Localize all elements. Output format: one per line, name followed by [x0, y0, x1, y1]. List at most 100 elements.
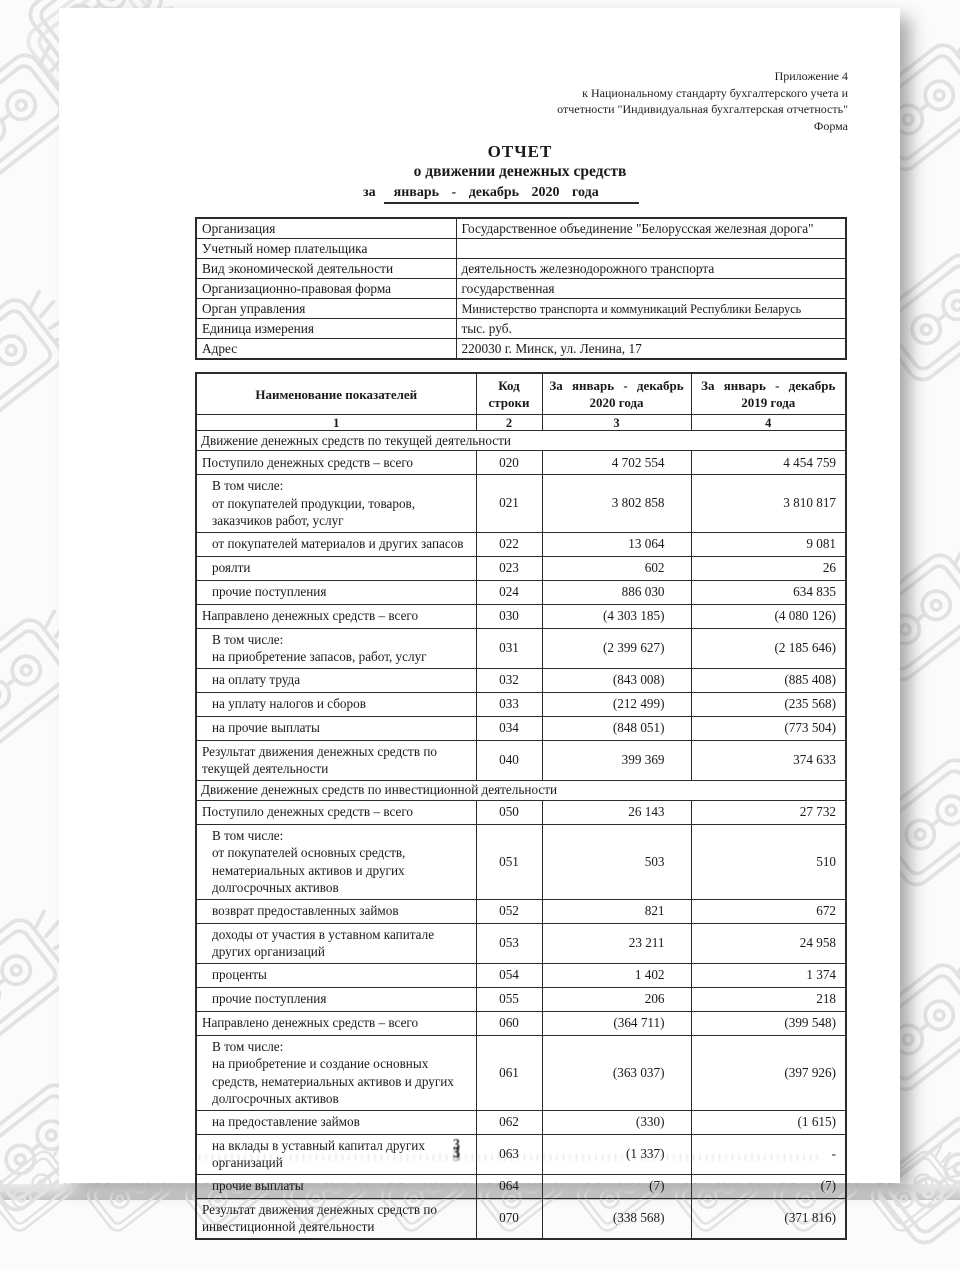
row-value-2019: 9 081 — [690, 531, 847, 557]
row-name: доходы от участия в уставном капитале дру… — [195, 922, 477, 964]
row-name: роялти — [195, 555, 477, 581]
row-value-2020: (330) — [541, 1109, 692, 1135]
row-name-line: на приобретение и создание основных — [212, 1056, 429, 1071]
table-row: прочие поступления 024 886 030 634 835 — [195, 579, 847, 605]
org-info-row: Единица измерения тыс. руб. — [195, 318, 847, 339]
table-row: Результат движения денежных средств по ин… — [195, 1197, 847, 1239]
row-value-2019: 218 — [690, 986, 847, 1012]
org-info-row: Адрес 220030 г. Минск, ул. Ленина, 17 — [195, 338, 847, 360]
table-row: доходы от участия в уставном капитале дру… — [195, 922, 847, 964]
row-code: 051 — [475, 823, 543, 900]
table-row: Результат движения денежных средств по те… — [195, 739, 847, 781]
col-header-2020: За январь - декабрь 2020 года — [541, 372, 692, 415]
row-value-2020: 26 143 — [541, 799, 692, 825]
row-name-line: Направлено денежных средств – всего — [202, 608, 419, 624]
row-value-2019: 3 810 817 — [690, 474, 847, 533]
row-name-line: В том числе: — [212, 478, 284, 493]
org-row-value: государственная — [455, 278, 847, 299]
table-row: В том числе: на приобретение и создание о… — [195, 1034, 847, 1111]
page-number: 3 — [453, 1144, 460, 1163]
row-name-line: на оплату труда — [212, 672, 301, 688]
row-code: 052 — [475, 898, 543, 924]
org-info-row: Организация Государственное объединение "… — [195, 217, 847, 239]
row-value-2020: 399 369 — [541, 739, 692, 781]
row-name: проценты — [195, 962, 477, 988]
row-name-line: заказчиков работ, услуг — [212, 513, 344, 528]
row-name: Результат движения денежных средств по ин… — [195, 1197, 477, 1239]
row-name: на прочие выплаты — [195, 715, 477, 741]
row-name-line: Поступило денежных средств – всего — [202, 454, 414, 470]
row-value-2019: 24 958 — [690, 922, 847, 964]
org-info-row: Орган управления Министерство транспорта … — [195, 298, 847, 319]
row-code: 060 — [475, 1010, 543, 1036]
column-number: 2 — [475, 414, 543, 431]
row-name-line: нематериальных активов и других — [212, 862, 405, 878]
row-name: на вклады в уставный капитал других орган… — [195, 1133, 477, 1175]
row-name-line: инвестиционной деятельности — [202, 1219, 375, 1234]
table-row: Поступило денежных средств – всего 050 26 … — [195, 799, 847, 825]
table-header-row: Наименование показателей Код строки За я… — [195, 372, 847, 415]
row-name-line: на предоставление займов — [212, 1114, 360, 1130]
row-name-line: Результат движения денежных средств по — [202, 743, 437, 759]
row-value-2019: (7) — [690, 1173, 847, 1199]
column-number: 1 — [195, 414, 477, 431]
table-row: на прочие выплаты 034 (848 051) (773 504) — [195, 715, 847, 741]
org-row-value: деятельность железнодорожного транспорта — [455, 258, 847, 279]
row-code: 061 — [475, 1034, 543, 1111]
row-name-line: Направлено денежных средств – всего — [202, 1015, 419, 1031]
table-row: возврат предоставленных займов 052 821 672 — [195, 898, 847, 924]
report-title: ОТЧЕТ — [487, 142, 553, 161]
column-number: 4 — [690, 414, 847, 431]
table-row: на оплату труда 032 (843 008) (885 408) — [195, 667, 847, 693]
row-code: 032 — [475, 667, 543, 693]
row-name-line: доходы от участия в уставном капитале — [212, 926, 435, 942]
row-value-2019: - — [690, 1133, 847, 1175]
org-row-label: Организационно-правовая форма — [195, 278, 457, 299]
col-header-2019-line: 2019 года — [741, 395, 796, 410]
section-label: Движение денежных средств по текущей дея… — [195, 430, 847, 451]
row-name-line: текущей деятельности — [202, 761, 329, 776]
appendix-note: Приложение 4 к Национальному стандарту б… — [59, 68, 900, 134]
row-value-2020: 503 — [541, 823, 692, 900]
row-value-2020: 886 030 — [541, 579, 692, 605]
row-name: В том числе: от покупателей основных сред… — [195, 823, 477, 900]
col-header-code-line: строки — [488, 395, 530, 410]
row-name: на оплату труда — [195, 667, 477, 693]
table-row: прочие выплаты 064 (7) (7) — [195, 1173, 847, 1199]
row-value-2020: 13 064 — [541, 531, 692, 557]
document-content: ОТЧЕТ о движении денежных средств за янва… — [195, 142, 847, 1240]
row-name: возврат предоставленных займов — [195, 898, 477, 924]
row-value-2020: (364 711) — [541, 1010, 692, 1036]
row-value-2019: (371 816) — [690, 1197, 847, 1239]
table-row: на предоставление займов 062 (330) (1 615) — [195, 1109, 847, 1135]
row-name-line: на прочие выплаты — [212, 720, 320, 736]
row-value-2020: (338 568) — [541, 1197, 692, 1239]
row-value-2019: 374 633 — [690, 739, 847, 781]
document-page: Приложение 4 к Национальному стандарту б… — [59, 8, 900, 1240]
row-value-2019: (235 568) — [690, 691, 847, 717]
row-name-line: на приобретение запасов, работ, услуг — [212, 649, 427, 664]
row-value-2019: (399 548) — [690, 1010, 847, 1036]
row-value-2020: (4 303 185) — [541, 603, 692, 629]
report-subtitle: о движении денежных средств — [413, 163, 627, 180]
row-name-line: возврат предоставленных займов — [212, 903, 399, 919]
row-code: 033 — [475, 691, 543, 717]
row-value-2019: 27 732 — [690, 799, 847, 825]
row-value-2020: (212 499) — [541, 691, 692, 717]
row-value-2020: (363 037) — [541, 1034, 692, 1111]
org-row-label: Адрес — [195, 338, 457, 360]
table-row: В том числе: от покупателей основных сред… — [195, 823, 847, 900]
row-name-line: долгосрочных активов — [212, 1091, 339, 1106]
row-name: В том числе: на приобретение и создание о… — [195, 1034, 477, 1111]
row-code: 034 — [475, 715, 543, 741]
row-value-2019: (773 504) — [690, 715, 847, 741]
row-value-2019: 4 454 759 — [690, 450, 847, 475]
row-name-line: от покупателей материалов и других запас… — [212, 536, 464, 552]
row-name: Поступило денежных средств – всего — [195, 450, 477, 475]
table-row: на вклады в уставный капитал других орган… — [195, 1133, 847, 1175]
row-value-2020: 602 — [541, 555, 692, 581]
row-name-line: Поступило денежных средств – всего — [202, 804, 414, 820]
section-label: Движение денежных средств по инвестицион… — [195, 779, 847, 801]
org-info-row: Вид экономической деятельности деятельнос… — [195, 258, 847, 279]
row-value-2020: 1 402 — [541, 962, 692, 988]
